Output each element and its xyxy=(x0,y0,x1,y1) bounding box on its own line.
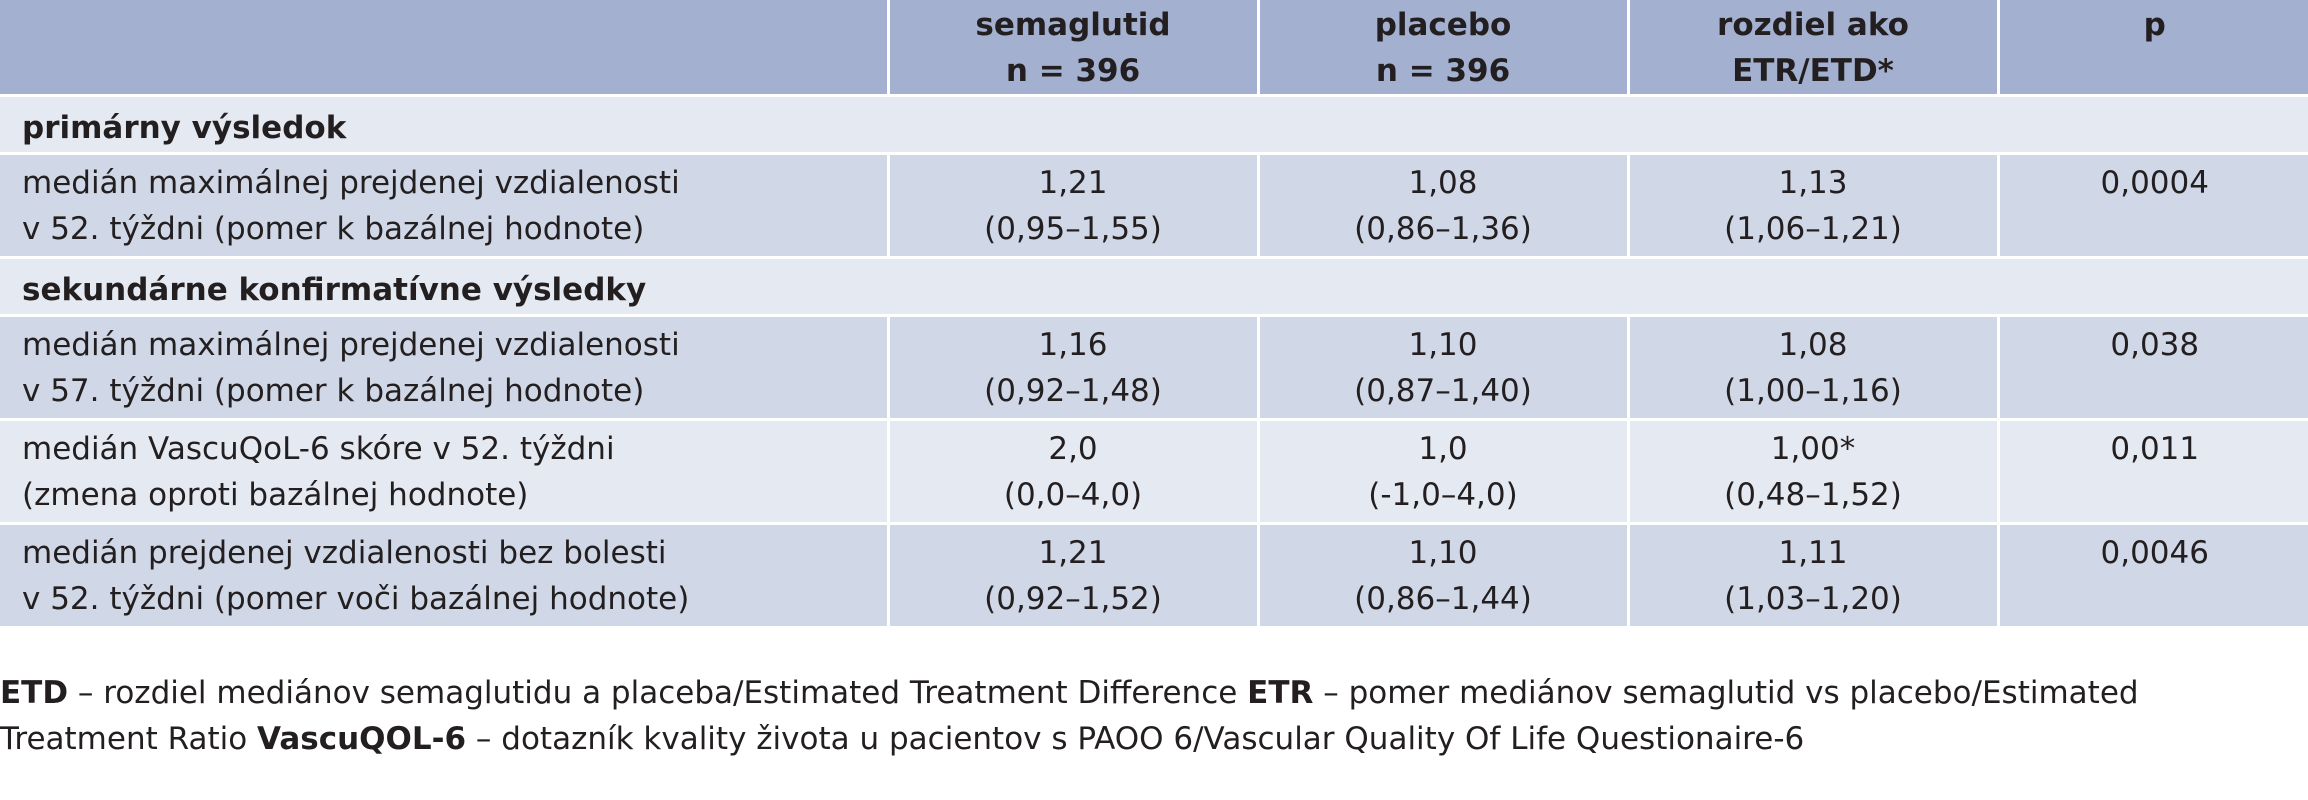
row-label-line2: v 57. týždni (pomer k bazálnej hodnote) xyxy=(22,373,645,409)
row-label: medián prejdenej vzdialenosti bez bolest… xyxy=(0,523,890,629)
row-label: medián maximálnej prejdenej vzdialenosti… xyxy=(0,153,890,259)
cell-p-value: 0,011 xyxy=(2110,431,2200,467)
header-semaglutid-name: semaglutid xyxy=(975,7,1171,43)
row-label-line2: v 52. týždni (pomer k bazálnej hodnote) xyxy=(22,211,645,247)
table-row: medián VascuQoL-6 skóre v 52. týždni (zm… xyxy=(0,419,2308,525)
cell-value: 1,08 xyxy=(1408,165,1478,201)
footnote-text-etr: – pomer mediánov semaglutid vs placebo/E… xyxy=(1313,675,2139,711)
cell-p-value: 0,0046 xyxy=(2100,535,2209,571)
header-difference-line2: ETR/ETD* xyxy=(1732,53,1894,89)
header-placebo: placebo n = 396 xyxy=(1258,0,1630,97)
table-row: medián maximálnej prejdenej vzdialenosti… xyxy=(0,315,2308,421)
cell-value: 1,08 xyxy=(1778,327,1848,363)
row-label-line2: v 52. týždni (pomer voči bazálnej hodnot… xyxy=(22,581,690,617)
table-row: medián prejdenej vzdialenosti bez bolest… xyxy=(0,523,2308,629)
cell-ci: (1,06–1,21) xyxy=(1724,211,1902,247)
header-placebo-n: n = 396 xyxy=(1375,53,1511,89)
cell-value: 1,16 xyxy=(1038,327,1108,363)
cell-difference: 1,11 (1,03–1,20) xyxy=(1628,523,2000,629)
cell-p: 0,0004 xyxy=(1998,153,2308,259)
cell-ci: (1,00–1,16) xyxy=(1724,373,1902,409)
cell-difference: 1,08 (1,00–1,16) xyxy=(1628,315,2000,421)
cell-ci: (-1,0–4,0) xyxy=(1368,477,1518,513)
header-p: p xyxy=(1998,0,2308,97)
cell-ci: (0,0–4,0) xyxy=(1003,477,1143,513)
section-row-primary: primárny výsledok xyxy=(0,95,2308,155)
cell-p: 0,0046 xyxy=(1998,523,2308,629)
header-semaglutid-n: n = 396 xyxy=(1005,53,1141,89)
cell-p: 0,011 xyxy=(1998,419,2308,525)
cell-ci: (0,92–1,48) xyxy=(984,373,1162,409)
row-label-line1: medián VascuQoL-6 skóre v 52. týždni xyxy=(22,431,615,467)
section-title-primary: primárny výsledok xyxy=(0,95,2308,155)
table-header-row: semaglutid n = 396 placebo n = 396 rozdi… xyxy=(0,0,2308,97)
cell-ci: (0,86–1,36) xyxy=(1354,211,1532,247)
cell-ci: (0,48–1,52) xyxy=(1724,477,1902,513)
header-placebo-name: placebo xyxy=(1374,7,1512,43)
row-label-line1: medián maximálnej prejdenej vzdialenosti xyxy=(22,165,680,201)
results-table: semaglutid n = 396 placebo n = 396 rozdi… xyxy=(0,0,2308,629)
cell-ci: (1,03–1,20) xyxy=(1724,581,1902,617)
section-title-secondary: sekundárne konfirmatívne výsledky xyxy=(0,257,2308,317)
footnote-term-vascuqol: VascuQOL-6 xyxy=(257,721,467,757)
cell-ci: (0,95–1,55) xyxy=(984,211,1162,247)
header-semaglutid: semaglutid n = 396 xyxy=(888,0,1260,97)
header-difference: rozdiel ako ETR/ETD* xyxy=(1628,0,2000,97)
cell-value: 1,21 xyxy=(1038,165,1108,201)
cell-value: 1,0 xyxy=(1418,431,1468,467)
cell-semaglutid: 1,21 (0,95–1,55) xyxy=(888,153,1260,259)
cell-difference: 1,13 (1,06–1,21) xyxy=(1628,153,2000,259)
cell-p-value: 0,038 xyxy=(2110,327,2200,363)
footnote-text-etd: – rozdiel mediánov semaglutidu a placeba… xyxy=(68,675,1248,711)
footnote-term-etr: ETR xyxy=(1247,675,1314,711)
cell-ci: (0,87–1,40) xyxy=(1354,373,1532,409)
row-label: medián maximálnej prejdenej vzdialenosti… xyxy=(0,315,890,421)
cell-value: 2,0 xyxy=(1048,431,1098,467)
cell-value: 1,10 xyxy=(1408,535,1478,571)
footnote-text-vascuqol: – dotazník kvality života u pacientov s … xyxy=(466,721,1805,757)
cell-placebo: 1,10 (0,87–1,40) xyxy=(1258,315,1630,421)
cell-value: 1,13 xyxy=(1778,165,1848,201)
header-p-label: p xyxy=(2143,7,2166,43)
cell-p: 0,038 xyxy=(1998,315,2308,421)
section-row-secondary: sekundárne konfirmatívne výsledky xyxy=(0,257,2308,317)
row-label: medián VascuQoL-6 skóre v 52. týždni (zm… xyxy=(0,419,890,525)
row-label-line1: medián prejdenej vzdialenosti bez bolest… xyxy=(22,535,667,571)
cell-semaglutid: 2,0 (0,0–4,0) xyxy=(888,419,1260,525)
cell-value: 1,11 xyxy=(1778,535,1848,571)
footnote-term-etd: ETD xyxy=(0,675,69,711)
cell-ci: (0,86–1,44) xyxy=(1354,581,1532,617)
cell-value: 1,21 xyxy=(1038,535,1108,571)
header-empty-cell xyxy=(0,0,890,97)
cell-placebo: 1,0 (-1,0–4,0) xyxy=(1258,419,1630,525)
cell-value: 1,10 xyxy=(1408,327,1478,363)
cell-placebo: 1,10 (0,86–1,44) xyxy=(1258,523,1630,629)
footnote-text-etr-2: Treatment Ratio xyxy=(0,721,258,757)
cell-value: 1,00* xyxy=(1770,431,1856,467)
cell-difference: 1,00* (0,48–1,52) xyxy=(1628,419,2000,525)
row-label-line2: (zmena oproti bazálnej hodnote) xyxy=(22,477,529,513)
row-label-line1: medián maximálnej prejdenej vzdialenosti xyxy=(22,327,680,363)
table-footnote: ETD – rozdiel mediánov semaglutidu a pla… xyxy=(0,670,2300,762)
cell-placebo: 1,08 (0,86–1,36) xyxy=(1258,153,1630,259)
cell-p-value: 0,0004 xyxy=(2100,165,2209,201)
cell-semaglutid: 1,16 (0,92–1,48) xyxy=(888,315,1260,421)
cell-semaglutid: 1,21 (0,92–1,52) xyxy=(888,523,1260,629)
table-row: medián maximálnej prejdenej vzdialenosti… xyxy=(0,153,2308,259)
cell-ci: (0,92–1,52) xyxy=(984,581,1162,617)
header-difference-line1: rozdiel ako xyxy=(1717,7,1909,43)
